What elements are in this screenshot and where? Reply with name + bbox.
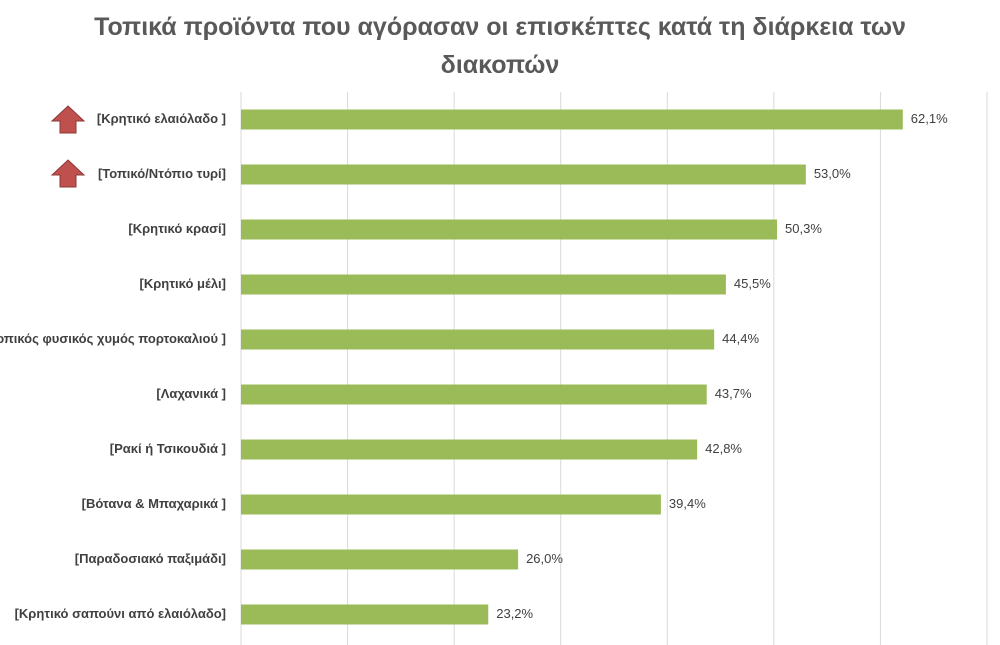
bar: [241, 439, 698, 460]
value-label: 23,2%: [496, 606, 533, 621]
value-label: 43,7%: [715, 386, 752, 401]
bar: [241, 219, 778, 240]
value-label: 42,8%: [705, 441, 742, 456]
y-tick-label: [Παραδοσιακό παξιμάδι]: [75, 551, 226, 566]
chart-title: Τοπικά προϊόντα που αγόρασαν οι επισκέπτ…: [94, 13, 906, 79]
y-tick-label: [Κρητικό σαπούνι από ελαιόλαδο]: [15, 606, 226, 621]
y-tick-label: [Βότανα & Μπαχαρικά ]: [82, 496, 226, 511]
y-tick-label: [Τοπικός φυσικός χυμός πορτοκαλιού ]: [0, 331, 226, 346]
y-tick-label: [Λαχανικά ]: [156, 386, 226, 401]
y-tick-label: [Ρακί ή Τσικουδιά ]: [110, 441, 226, 456]
bar: [241, 549, 519, 570]
value-label: 50,3%: [785, 221, 822, 236]
bar: [241, 494, 661, 515]
bar: [241, 329, 715, 350]
bar: [241, 164, 806, 185]
bar: [241, 604, 489, 625]
y-tick-label: [Κρητικό κρασί]: [128, 221, 226, 236]
value-label: 45,5%: [734, 276, 771, 291]
y-tick-label: [Κρητικό μέλι]: [140, 276, 226, 291]
value-label: 26,0%: [526, 551, 563, 566]
arrow-icon: [50, 105, 86, 188]
bar: [241, 384, 707, 405]
y-tick-label: [Κρητικό ελαιόλαδο ]: [97, 111, 226, 126]
value-label: 53,0%: [814, 166, 851, 181]
value-label: 44,4%: [722, 331, 759, 346]
bar: [241, 109, 903, 130]
bar: [241, 274, 726, 295]
value-label: 62,1%: [911, 111, 948, 126]
y-tick-label: [Τοπικό/Ντόπιο τυρί]: [98, 166, 226, 181]
value-label: 39,4%: [669, 496, 706, 511]
